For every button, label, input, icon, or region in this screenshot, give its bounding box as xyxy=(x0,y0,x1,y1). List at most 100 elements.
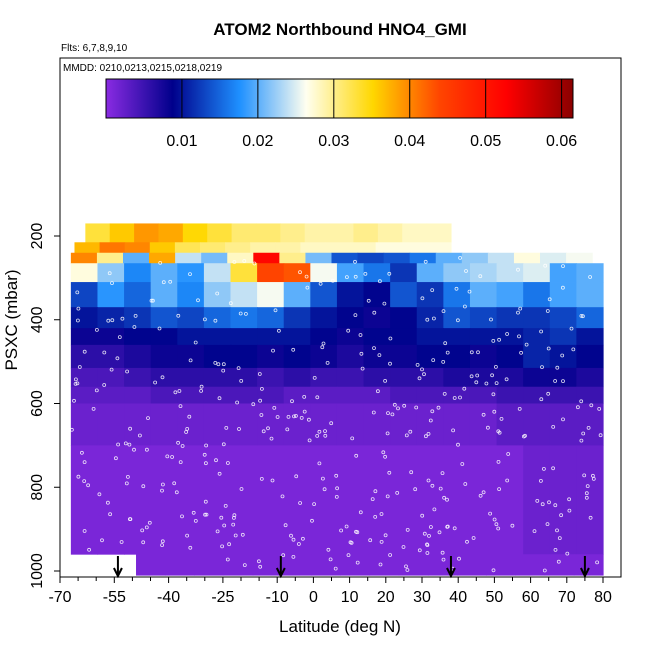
sample-point xyxy=(452,396,457,400)
sample-point xyxy=(187,414,192,419)
sample-point xyxy=(259,476,264,481)
heat-cell xyxy=(257,344,285,369)
heat-cell xyxy=(124,242,151,254)
sample-point xyxy=(199,384,204,389)
sample-point xyxy=(440,550,445,555)
sample-point xyxy=(132,447,136,452)
sample-point xyxy=(235,400,240,405)
sample-point xyxy=(191,510,196,515)
heat-cell xyxy=(310,263,338,283)
sample-point xyxy=(545,309,550,313)
sample-point xyxy=(396,406,400,411)
sample-point xyxy=(540,502,545,507)
heat-cell xyxy=(165,554,195,576)
sample-point xyxy=(87,547,91,552)
sample-point xyxy=(372,310,377,315)
sample-point xyxy=(221,442,226,447)
flights-label: Flts: 6,7,8,9,10 xyxy=(61,43,128,54)
sample-point xyxy=(387,470,392,475)
sample-point xyxy=(76,474,81,479)
sample-point xyxy=(86,483,90,488)
sample-point xyxy=(233,533,238,538)
sample-point xyxy=(228,301,233,306)
sample-point xyxy=(354,453,359,458)
y-tick-label: 600 xyxy=(29,390,46,417)
sample-point xyxy=(463,482,468,486)
heat-cell xyxy=(443,445,471,555)
heat-cell xyxy=(469,386,498,404)
heat-cell xyxy=(340,554,371,576)
sample-point xyxy=(505,332,510,336)
arrow-head xyxy=(580,567,590,579)
sample-point xyxy=(215,291,220,296)
sample-point xyxy=(442,495,447,500)
heat-cell xyxy=(336,307,365,329)
sample-point xyxy=(522,434,526,439)
sample-point xyxy=(188,272,192,277)
sample-point xyxy=(445,524,450,529)
heat-cell xyxy=(409,252,437,264)
sample-point xyxy=(213,360,218,365)
sample-point xyxy=(542,568,547,573)
sample-point xyxy=(281,553,286,558)
heat-cell xyxy=(230,367,258,388)
heat-cell xyxy=(576,263,604,283)
sample-point xyxy=(261,429,266,434)
heat-cell xyxy=(203,367,232,388)
sample-point xyxy=(73,381,78,386)
heat-cell xyxy=(357,252,385,264)
sample-point xyxy=(339,528,344,533)
sample-point xyxy=(302,409,307,414)
heat-cell xyxy=(281,554,312,576)
sample-point xyxy=(76,306,81,311)
heat-cell xyxy=(363,282,391,308)
heat-cell xyxy=(443,263,471,283)
y-tick-label: 1000 xyxy=(29,553,46,589)
sample-point xyxy=(223,503,228,508)
sample-point xyxy=(437,530,442,535)
heatmap-cells xyxy=(70,223,604,576)
sample-point xyxy=(375,389,380,394)
sample-point xyxy=(350,436,355,441)
x-tick-label: 0 xyxy=(309,589,318,606)
heat-cell xyxy=(174,242,201,254)
heat-cell xyxy=(310,344,338,369)
heat-cell xyxy=(280,223,306,243)
heat-cell xyxy=(576,328,604,346)
sample-point xyxy=(532,529,537,533)
sample-point xyxy=(82,349,87,354)
sample-point xyxy=(304,274,309,279)
sample-point xyxy=(280,494,285,499)
sample-point xyxy=(413,487,418,492)
heat-cell xyxy=(496,263,524,283)
sample-point xyxy=(328,557,333,562)
sample-point xyxy=(561,285,565,290)
sample-point xyxy=(555,528,559,533)
sample-point xyxy=(158,260,163,265)
heat-cell xyxy=(549,403,577,446)
sample-point xyxy=(124,481,129,486)
sample-point xyxy=(373,489,378,494)
sample-point xyxy=(271,348,275,353)
heat-cell xyxy=(336,282,365,308)
sample-point xyxy=(567,508,572,513)
heat-cell xyxy=(329,223,355,243)
sample-point xyxy=(132,325,137,329)
sample-point xyxy=(289,533,293,538)
heat-cell xyxy=(150,328,178,346)
sample-point xyxy=(321,341,326,346)
sample-point xyxy=(485,425,490,430)
sample-point xyxy=(219,515,224,520)
sample-point xyxy=(372,346,376,351)
sample-point xyxy=(539,329,543,334)
sample-point xyxy=(257,372,262,376)
sample-point xyxy=(363,271,368,276)
heat-cell xyxy=(203,307,232,329)
heat-cell xyxy=(544,554,575,576)
heat-cell xyxy=(230,386,258,404)
sample-point xyxy=(291,537,296,542)
heat-cell xyxy=(201,252,228,264)
sample-point xyxy=(160,539,165,544)
sample-point xyxy=(75,381,80,386)
sample-point xyxy=(299,415,304,420)
